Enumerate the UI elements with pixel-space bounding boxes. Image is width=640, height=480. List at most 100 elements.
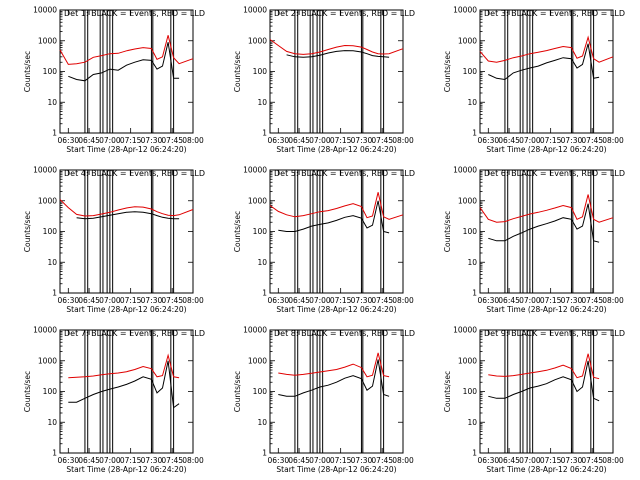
- y-axis-label: Counts/sec: [233, 211, 242, 252]
- chart-panel-det-3: Det 3: BLACK = Events, RED = LLD 1 10 100 10…: [443, 6, 625, 155]
- x-axis-label: Start Time (28-Apr-12 06:24:20): [486, 145, 606, 154]
- y-tick-label: 1: [52, 449, 57, 458]
- x-tick-label: 07:45: [161, 136, 183, 145]
- y-tick-label: 100: [463, 67, 478, 76]
- y-tick-label: 10000: [453, 326, 477, 335]
- x-axis-label: Start Time (28-Apr-12 06:24:20): [66, 465, 186, 474]
- y-tick-label: 100: [253, 387, 268, 396]
- x-tick-label: 08:00: [182, 136, 204, 145]
- x-tick-label: 07:15: [120, 136, 142, 145]
- y-tick-label: 1: [262, 129, 267, 138]
- y-tick-label: 10: [257, 418, 267, 427]
- chart-title: Det 1: BLACK = Events, RED = LLD: [64, 9, 205, 18]
- x-tick-label: 06:30: [478, 456, 500, 465]
- chart-panel-det-4: Det 4: BLACK = Events, RED = LLD 1 10 100 10…: [23, 166, 205, 315]
- chart-title: Det 5: BLACK = Events, RED = LLD: [274, 169, 415, 178]
- series-line-lld: [68, 353, 180, 379]
- y-tick-label: 1000: [38, 36, 57, 45]
- series-line-lld: [479, 35, 614, 63]
- x-tick-label: 07:15: [330, 456, 352, 465]
- x-tick-label: 07:30: [351, 136, 373, 145]
- y-tick-label: 1000: [458, 196, 477, 205]
- chart-title: Det 6: BLACK = Events, RED = LLD: [484, 169, 625, 178]
- x-tick-label: 07:15: [540, 136, 562, 145]
- y-axis-label: Counts/sec: [443, 51, 452, 92]
- x-tick-label: 08:00: [392, 296, 414, 305]
- y-tick-label: 1: [52, 289, 57, 298]
- y-axis-label: Counts/sec: [23, 371, 32, 412]
- x-tick-label: 08:00: [602, 136, 624, 145]
- x-axis-label: Start Time (28-Apr-12 06:24:20): [276, 465, 396, 474]
- y-tick-label: 10000: [33, 166, 57, 175]
- y-tick-label: 1: [52, 129, 57, 138]
- x-tick-label: 07:00: [309, 136, 331, 145]
- x-tick-label: 06:45: [78, 136, 100, 145]
- x-tick-label: 07:15: [540, 456, 562, 465]
- series-line-lld: [479, 194, 614, 223]
- chart-panel-det-1: Det 1: BLACK = Events, RED = LLD 1 10 100 10…: [23, 6, 205, 155]
- x-tick-label: 07:30: [351, 456, 373, 465]
- chart-panel-det-9: Det 9: BLACK = Events, RED = LLD 1 10 100 10…: [443, 326, 625, 475]
- series-line-events: [76, 211, 180, 220]
- y-tick-label: 100: [43, 387, 58, 396]
- x-tick-label: 07:00: [519, 136, 541, 145]
- x-tick-label: 06:45: [498, 456, 520, 465]
- x-axis-label: Start Time (28-Apr-12 06:24:20): [66, 305, 186, 314]
- chart-panel-det-6: Det 6: BLACK = Events, RED = LLD 1 10 100 10…: [443, 166, 625, 315]
- y-tick-label: 1000: [38, 356, 57, 365]
- y-tick-label: 100: [43, 227, 58, 236]
- x-axis-label: Start Time (28-Apr-12 06:24:20): [276, 305, 396, 314]
- x-axis-label: Start Time (28-Apr-12 06:24:20): [486, 305, 606, 314]
- y-tick-label: 10: [47, 98, 57, 107]
- x-tick-label: 06:30: [268, 296, 290, 305]
- y-tick-label: 10: [467, 418, 477, 427]
- y-tick-label: 1000: [458, 36, 477, 45]
- x-tick-label: 07:00: [519, 456, 541, 465]
- x-tick-label: 07:45: [371, 136, 393, 145]
- y-tick-label: 10000: [33, 6, 57, 15]
- series-line-lld: [488, 353, 600, 380]
- series-line-lld: [59, 199, 194, 217]
- x-tick-label: 06:30: [58, 296, 80, 305]
- x-tick-label: 06:45: [78, 456, 100, 465]
- y-axis-label: Counts/sec: [23, 51, 32, 92]
- chart-title: Det 4: BLACK = Events, RED = LLD: [64, 169, 205, 178]
- x-tick-label: 06:30: [58, 456, 80, 465]
- x-tick-label: 06:30: [478, 136, 500, 145]
- series-line-lld: [269, 39, 404, 55]
- chart-title: Det 9: BLACK = Events, RED = LLD: [484, 329, 625, 338]
- series-line-events: [488, 43, 600, 81]
- y-tick-label: 10000: [453, 166, 477, 175]
- y-tick-label: 10000: [243, 166, 267, 175]
- x-tick-label: 07:15: [330, 136, 352, 145]
- y-axis-label: Counts/sec: [233, 51, 242, 92]
- x-tick-label: 07:00: [99, 296, 121, 305]
- x-tick-label: 07:30: [141, 456, 163, 465]
- x-tick-label: 06:45: [288, 456, 310, 465]
- x-axis-label: Start Time (28-Apr-12 06:24:20): [486, 465, 606, 474]
- chart-panel-det-2: Det 2: BLACK = Events, RED = LLD 1 10 100 10…: [233, 6, 415, 155]
- chart-panel-det-5: Det 5: BLACK = Events, RED = LLD 1 10 100 10…: [233, 166, 415, 315]
- y-tick-label: 100: [253, 67, 268, 76]
- x-tick-label: 07:45: [581, 296, 603, 305]
- chart-panel-det-7: Det 7: BLACK = Events, RED = LLD 1 10 100 10…: [23, 326, 205, 475]
- y-tick-label: 10: [47, 418, 57, 427]
- y-tick-label: 1000: [458, 356, 477, 365]
- y-tick-label: 10000: [243, 6, 267, 15]
- y-tick-label: 1000: [248, 36, 267, 45]
- x-tick-label: 07:45: [161, 456, 183, 465]
- series-line-events: [488, 203, 600, 243]
- plot-frame: [59, 169, 194, 294]
- x-tick-label: 06:30: [268, 136, 290, 145]
- x-tick-label: 07:30: [561, 296, 583, 305]
- y-axis-label: Counts/sec: [443, 211, 452, 252]
- y-tick-label: 10: [467, 98, 477, 107]
- x-tick-label: 07:30: [141, 296, 163, 305]
- x-tick-label: 07:15: [330, 296, 352, 305]
- y-tick-label: 1000: [38, 196, 57, 205]
- y-tick-label: 10: [467, 258, 477, 267]
- y-axis-label: Counts/sec: [443, 371, 452, 412]
- y-tick-label: 100: [43, 67, 58, 76]
- x-tick-label: 06:45: [498, 136, 520, 145]
- y-tick-label: 10: [47, 258, 57, 267]
